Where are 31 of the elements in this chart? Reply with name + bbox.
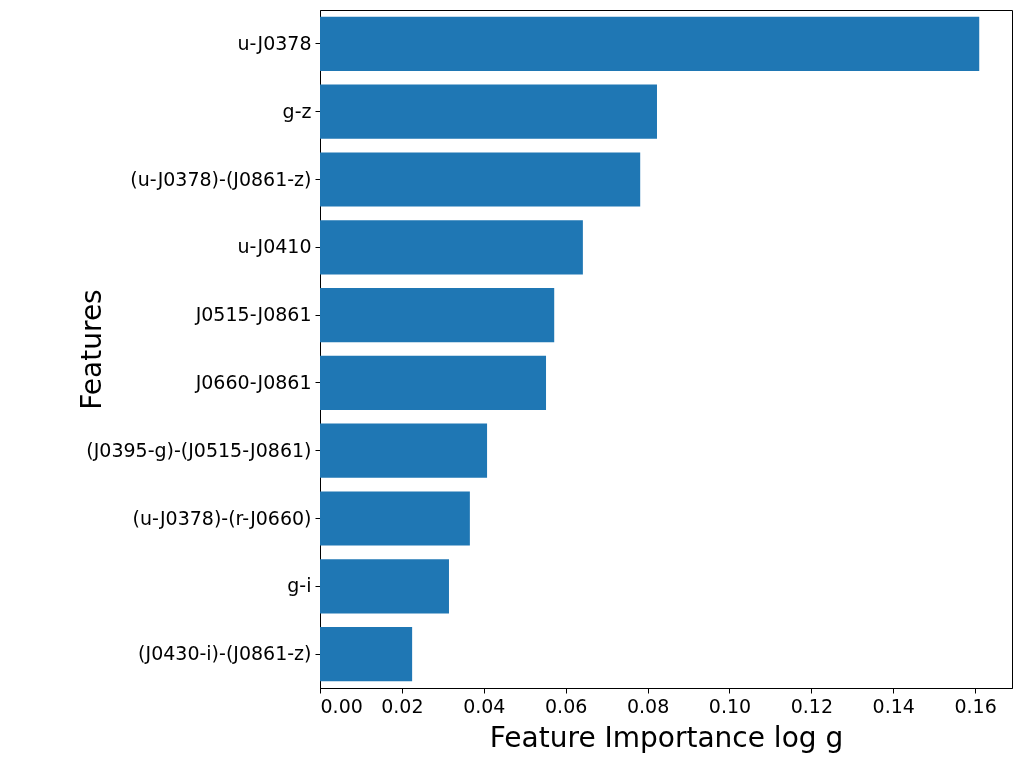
bar [320,16,980,72]
x-tick-label: 0.12 [790,694,834,717]
x-axis-title: Feature Importance log g [489,720,844,754]
x-tick-label: 0.00 [320,694,363,717]
y-tick-label: (J0430-i)-(J0861-z) [138,642,312,665]
y-tick-label: (u-J0378)-(J0861-z) [130,167,312,190]
x-tick-label: 0.06 [545,694,588,717]
bar [320,287,555,343]
y-tick-label: u-J0378 [237,31,312,54]
x-tick-label: 0.16 [954,694,997,717]
y-axis-title: Features [74,289,108,410]
y-tick-label: g-i [287,574,312,597]
bar [320,355,547,411]
y-tick-label: J0515-J0861 [194,303,312,326]
x-tick-label: 0.04 [463,694,506,717]
x-tick-label: 0.02 [381,694,424,717]
bar [320,220,583,275]
bar [320,84,657,139]
y-tick-label: g-z [282,99,312,122]
bar [320,626,413,682]
y-tick-label: u-J0410 [237,235,312,258]
bar [320,559,449,614]
y-tick-label: (J0395-g)-(J0515-J0861) [86,438,312,461]
x-tick-label: 0.14 [872,694,915,717]
y-tick-label: J0660-J0861 [194,370,312,393]
bar [320,152,641,207]
bar [320,423,488,478]
y-tick-label: (u-J0378)-(r-J0660) [132,506,312,529]
bar [320,491,470,546]
x-tick-label: 0.10 [708,694,752,717]
x-tick-label: 0.08 [626,694,670,717]
